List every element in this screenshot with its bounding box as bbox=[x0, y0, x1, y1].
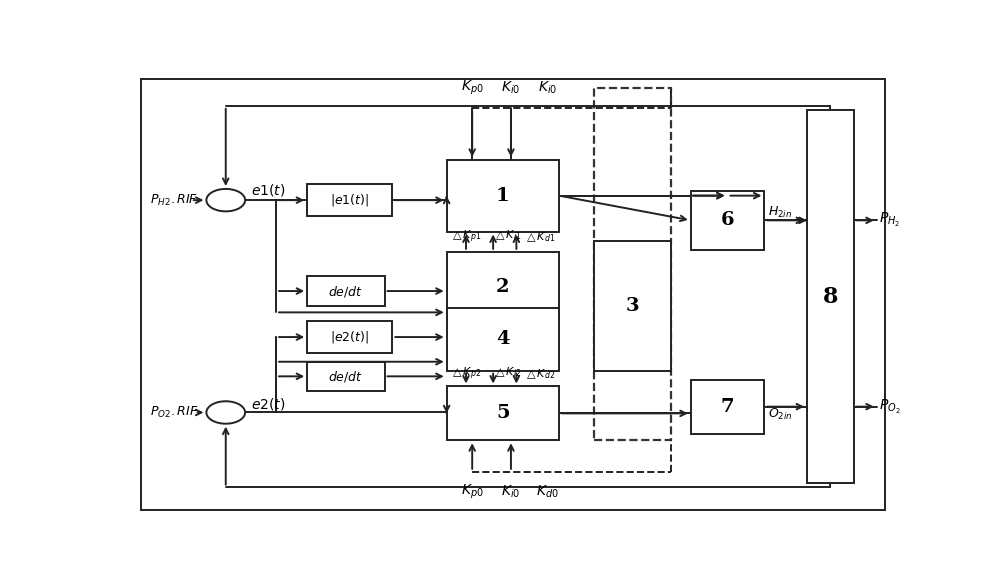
Text: 4: 4 bbox=[496, 331, 510, 348]
Text: $K_{p0}$: $K_{p0}$ bbox=[461, 483, 484, 501]
Bar bbox=[307, 184, 392, 216]
Text: $K_{i0}$: $K_{i0}$ bbox=[501, 80, 521, 96]
Text: $P_{H2}.RIF$: $P_{H2}.RIF$ bbox=[150, 192, 198, 208]
Text: 6: 6 bbox=[721, 212, 734, 229]
Text: 3: 3 bbox=[626, 297, 639, 315]
Text: $H_{2in}$: $H_{2in}$ bbox=[768, 205, 793, 220]
Text: $K_{i0}$: $K_{i0}$ bbox=[501, 484, 521, 500]
Bar bbox=[807, 110, 854, 483]
Bar bbox=[691, 191, 764, 250]
Text: $P_{O2}.RIF$: $P_{O2}.RIF$ bbox=[150, 405, 198, 420]
Text: $K_{d0}$: $K_{d0}$ bbox=[536, 484, 559, 500]
Text: $O_{2in}$: $O_{2in}$ bbox=[768, 407, 793, 422]
Text: $de/dt$: $de/dt$ bbox=[328, 283, 363, 298]
Text: 8: 8 bbox=[822, 286, 838, 308]
Text: 5: 5 bbox=[496, 405, 510, 422]
Text: $e2(t)$: $e2(t)$ bbox=[251, 395, 286, 412]
Circle shape bbox=[206, 401, 245, 424]
Bar bbox=[447, 387, 559, 440]
Text: $\triangle K_{p2}$: $\triangle K_{p2}$ bbox=[450, 366, 482, 382]
Text: 1: 1 bbox=[496, 187, 510, 205]
Text: 2: 2 bbox=[496, 278, 510, 296]
Text: $P_{O_2}$: $P_{O_2}$ bbox=[879, 398, 901, 416]
Bar bbox=[307, 321, 392, 353]
Circle shape bbox=[206, 189, 245, 212]
Bar bbox=[307, 361, 385, 391]
Text: $K_{i0}$: $K_{i0}$ bbox=[538, 80, 557, 96]
Text: $P_{H_2}$: $P_{H_2}$ bbox=[879, 211, 900, 229]
Text: $\triangle K_{i2}$: $\triangle K_{i2}$ bbox=[493, 365, 522, 378]
Text: $\triangle K_{d2}$: $\triangle K_{d2}$ bbox=[524, 367, 555, 381]
Text: $\triangle K_{d1}$: $\triangle K_{d1}$ bbox=[524, 230, 555, 244]
Text: $\triangle K_{i1}$: $\triangle K_{i1}$ bbox=[493, 228, 522, 242]
Text: $\triangle K_{p1}$: $\triangle K_{p1}$ bbox=[450, 229, 482, 245]
Bar bbox=[691, 380, 764, 434]
Bar bbox=[447, 252, 559, 321]
Text: $K_{p0}$: $K_{p0}$ bbox=[461, 79, 484, 97]
Text: $de/dt$: $de/dt$ bbox=[328, 369, 363, 384]
Bar bbox=[447, 308, 559, 371]
Text: $|e2(t)|$: $|e2(t)|$ bbox=[330, 329, 369, 345]
Text: $e1(t)$: $e1(t)$ bbox=[251, 182, 286, 198]
Bar bbox=[594, 241, 671, 371]
Bar bbox=[447, 160, 559, 231]
Bar bbox=[594, 88, 671, 440]
Text: 7: 7 bbox=[721, 398, 734, 416]
Bar bbox=[307, 276, 385, 305]
Text: $|e1(t)|$: $|e1(t)|$ bbox=[330, 192, 369, 208]
